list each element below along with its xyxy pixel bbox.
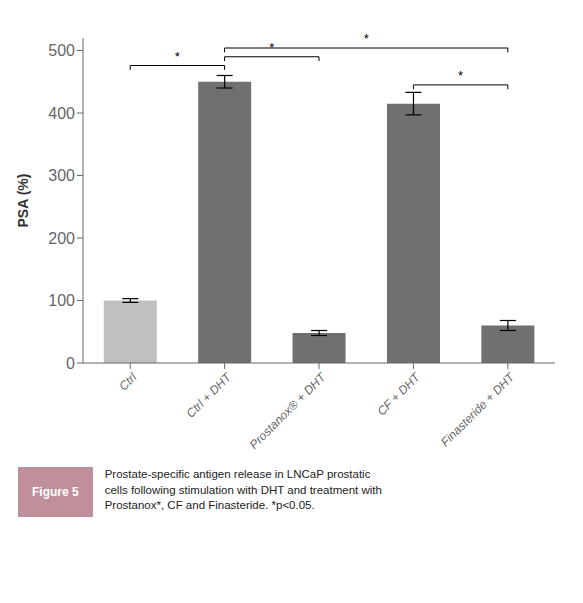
- svg-text:CF + DHT: CF + DHT: [374, 369, 423, 418]
- svg-text:Ctrl + DHT: Ctrl + DHT: [184, 369, 235, 420]
- svg-text:Ctrl: Ctrl: [116, 370, 139, 393]
- svg-text:400: 400: [48, 105, 75, 122]
- svg-text:*: *: [175, 49, 180, 64]
- svg-text:*: *: [458, 68, 463, 83]
- html-text:Figure 5: Figure 5: [32, 485, 79, 499]
- svg-text:*: *: [364, 31, 369, 46]
- svg-text:300: 300: [48, 167, 75, 184]
- svg-text:Finasteride + DHT: Finasteride + DHT: [438, 369, 518, 449]
- svg-text:*: *: [269, 40, 274, 55]
- svg-text:100: 100: [48, 292, 75, 309]
- svg-text:200: 200: [48, 230, 75, 247]
- svg-text:500: 500: [48, 42, 75, 59]
- svg-text:0: 0: [66, 355, 75, 372]
- html-text:Prostate-specific antigen rele: Prostate-specific antigen release in LNC…: [104, 468, 382, 511]
- svg-text:PSA (%): PSA (%): [15, 174, 31, 228]
- svg-text:Prostanox® + DHT: Prostanox® + DHT: [247, 369, 330, 452]
